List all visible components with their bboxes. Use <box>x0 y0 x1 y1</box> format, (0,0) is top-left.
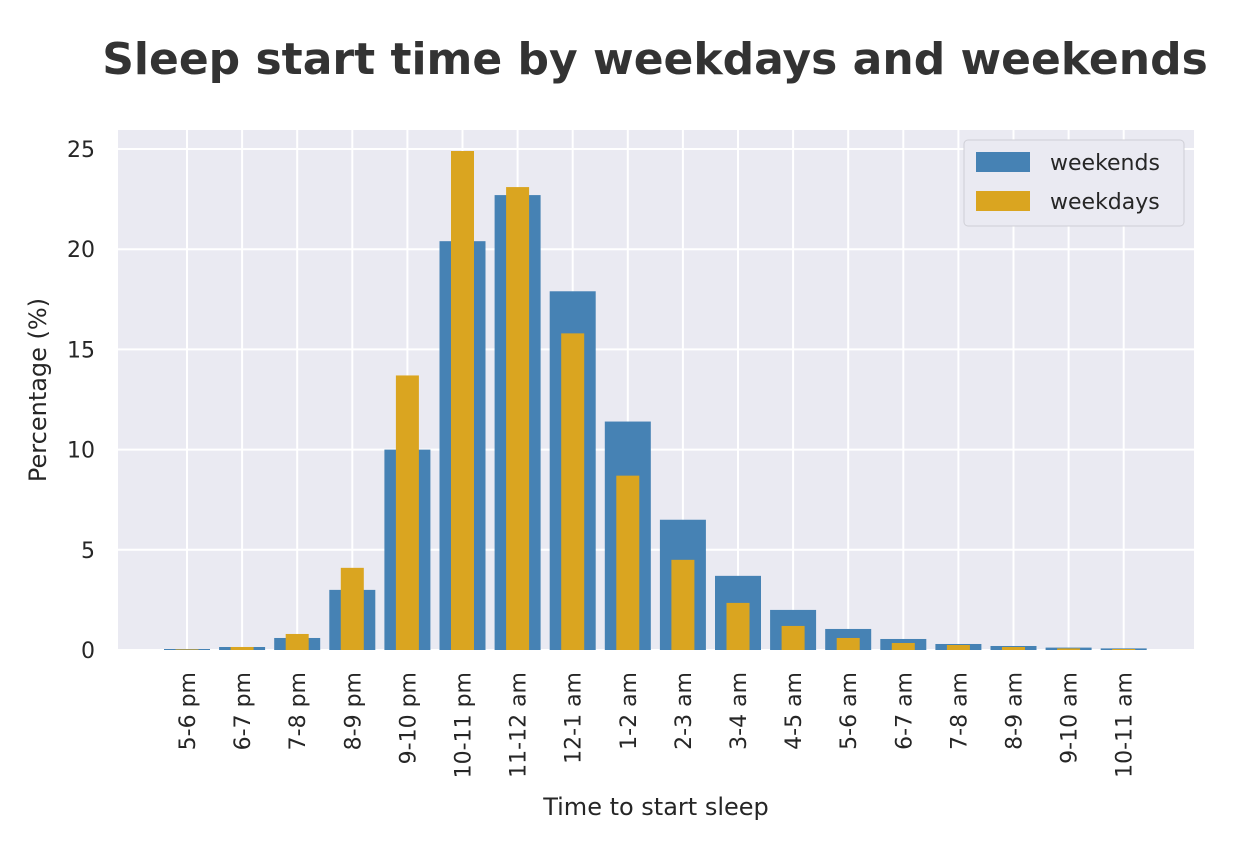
x-tick-label: 9-10 pm <box>396 672 421 764</box>
x-tick-label: 2-3 am <box>672 672 697 750</box>
bar-weekdays-2-3am <box>671 559 695 650</box>
y-axis-label: Percentage (%) <box>24 298 52 482</box>
legend-label-weekends: weekends <box>1050 151 1160 176</box>
bar-weekdays-6-7am <box>891 642 915 650</box>
legend-label-weekdays: weekdays <box>1050 190 1160 215</box>
x-tick-label: 8-9 pm <box>341 672 366 750</box>
bar-weekdays-7-8pm <box>285 633 309 650</box>
x-tick-label: 1-2 am <box>617 672 642 750</box>
x-tick-label: 12-1 am <box>562 672 587 764</box>
x-tick-label: 9-10 am <box>1058 672 1083 764</box>
x-tick-label: 5-6 am <box>837 672 862 750</box>
bar-weekdays-3-4am <box>726 602 750 650</box>
bar-weekdays-5-6am <box>836 637 860 650</box>
x-tick-label: 7-8 pm <box>286 672 311 750</box>
x-axis-label: Time to start sleep <box>542 793 769 821</box>
bar-weekdays-4-5am <box>781 625 805 650</box>
bar-weekdays-9-10am <box>1057 648 1081 650</box>
bar-weekdays-5-6pm <box>175 649 199 650</box>
y-tick-label: 15 <box>67 338 95 363</box>
y-tick-label: 20 <box>67 238 95 263</box>
x-tick-label: 8-9 am <box>1003 672 1028 750</box>
bar-weekdays-10-11am <box>1112 648 1136 650</box>
chart-title: Sleep start time by weekdays and weekend… <box>102 34 1208 85</box>
bar-weekdays-8-9pm <box>340 567 364 650</box>
bar-weekdays-11-12am <box>506 187 530 651</box>
bar-weekdays-7-8am <box>946 644 970 650</box>
legend-swatch-weekdays <box>976 191 1030 211</box>
x-tick-label: 5-6 pm <box>176 672 201 750</box>
x-tick-labels: 5-6 pm 6-7 pm 7-8 pm 8-9 pm 9-10 pm 10-11 pm 1… <box>176 672 1138 778</box>
y-tick-label: 5 <box>81 539 95 564</box>
x-tick-label: 6-7 pm <box>231 672 256 750</box>
y-tick-label: 10 <box>67 439 95 464</box>
bars <box>164 151 1147 651</box>
bar-weekdays-6-7pm <box>230 646 254 650</box>
x-tick-label: 10-11 pm <box>452 672 477 778</box>
x-tick-label: 7-8 am <box>947 672 972 750</box>
legend-swatch-weekends <box>976 152 1030 172</box>
x-tick-label: 11-12 am <box>507 672 532 778</box>
bar-weekdays-8-9am <box>1002 646 1025 650</box>
y-tick-labels: 0 5 10 15 20 25 <box>67 138 95 664</box>
x-tick-label: 3-4 am <box>727 672 752 750</box>
bar-weekdays-10-11pm <box>451 151 474 650</box>
legend: weekends weekdays <box>963 139 1185 227</box>
x-tick-label: 10-11 am <box>1113 672 1138 778</box>
x-tick-label: 6-7 am <box>892 672 917 750</box>
x-tick-label: 4-5 am <box>782 672 807 750</box>
bar-weekdays-1-2am <box>616 475 640 650</box>
bar-weekdays-12-1am <box>561 333 585 650</box>
bar-weekdays-9-10pm <box>395 375 419 650</box>
y-tick-label: 25 <box>67 138 95 163</box>
y-tick-label: 0 <box>81 639 95 664</box>
